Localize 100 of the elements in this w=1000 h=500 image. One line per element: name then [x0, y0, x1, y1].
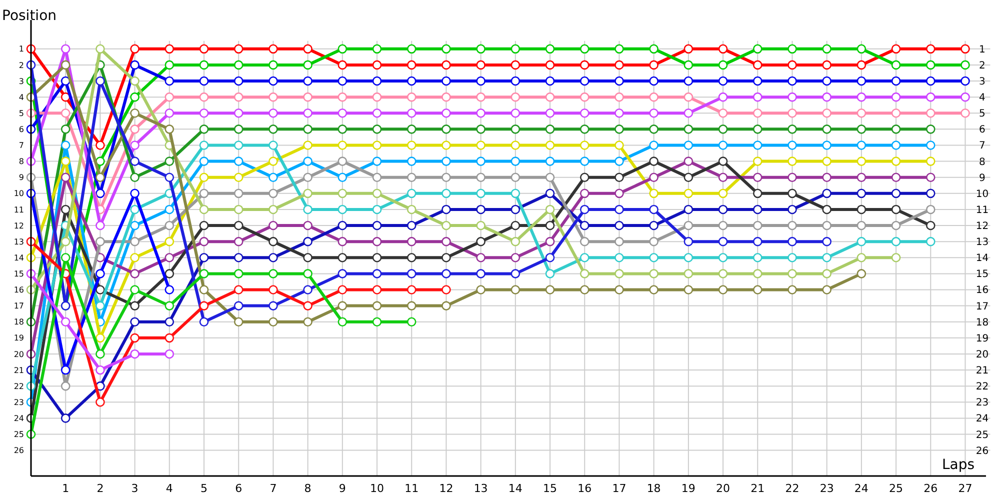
point — [372, 76, 382, 86]
y-tick-label: 18 — [14, 318, 24, 327]
point — [822, 76, 832, 86]
point — [442, 108, 451, 118]
point — [406, 156, 416, 166]
point — [684, 188, 694, 198]
point — [442, 44, 451, 54]
point — [510, 156, 520, 166]
point — [303, 140, 312, 150]
point — [338, 236, 348, 246]
point — [303, 44, 312, 54]
point — [338, 188, 348, 198]
point — [649, 285, 658, 294]
point — [60, 108, 70, 118]
y2-tick-label: 4 — [979, 92, 986, 104]
point — [372, 140, 382, 150]
point — [199, 60, 209, 70]
point — [164, 349, 174, 359]
point — [442, 156, 451, 166]
point — [580, 156, 590, 166]
point — [303, 236, 312, 246]
point — [510, 60, 520, 70]
point — [960, 60, 970, 70]
point — [684, 252, 694, 262]
point — [856, 269, 866, 278]
point — [234, 92, 244, 102]
point — [614, 220, 624, 230]
x-tick-label: 17 — [612, 482, 626, 495]
point — [510, 269, 520, 278]
point — [891, 236, 901, 246]
point — [856, 44, 866, 54]
point — [234, 188, 244, 198]
point — [406, 124, 416, 134]
point — [199, 108, 209, 118]
y-tick-label: 7 — [18, 141, 24, 150]
point — [580, 60, 590, 70]
x-tick-label: 8 — [304, 482, 312, 495]
point — [268, 301, 278, 310]
point — [268, 317, 278, 327]
point — [406, 60, 416, 70]
point — [406, 188, 416, 198]
point — [752, 124, 762, 134]
point — [926, 76, 936, 86]
point — [338, 301, 348, 310]
point — [788, 92, 797, 102]
point — [788, 44, 797, 54]
point — [649, 140, 658, 150]
point — [130, 333, 140, 343]
point — [338, 285, 348, 294]
point — [234, 285, 244, 294]
point — [545, 156, 555, 166]
point — [442, 301, 451, 310]
point — [406, 76, 416, 86]
point — [510, 108, 520, 118]
point — [822, 204, 832, 214]
point — [234, 301, 244, 310]
point — [338, 124, 348, 134]
y-tick-label: 3 — [18, 76, 24, 86]
point — [372, 285, 382, 294]
y-tick-label: 10 — [14, 189, 24, 198]
point — [926, 156, 936, 166]
point — [234, 269, 244, 278]
point — [164, 252, 174, 262]
point — [406, 317, 416, 327]
point — [338, 140, 348, 150]
point — [788, 108, 797, 118]
point — [545, 140, 555, 150]
x-tick-label: 16 — [578, 482, 592, 495]
y2-tick-label: 21 — [976, 366, 989, 377]
y2-tick-label: 23 — [976, 398, 989, 409]
point — [199, 220, 209, 230]
point — [406, 220, 416, 230]
point — [96, 44, 105, 54]
point — [891, 172, 901, 182]
point — [338, 252, 348, 262]
point — [545, 252, 555, 262]
point — [891, 60, 901, 70]
point — [199, 252, 209, 262]
point — [199, 204, 209, 214]
point — [649, 220, 658, 230]
point — [476, 285, 486, 294]
point — [234, 252, 244, 262]
point — [649, 92, 658, 102]
y2-tick-label: 5 — [979, 108, 986, 120]
point — [545, 44, 555, 54]
point — [268, 269, 278, 278]
point — [718, 236, 728, 246]
point — [614, 44, 624, 54]
point — [60, 414, 70, 423]
point — [649, 44, 658, 54]
point — [96, 333, 105, 343]
point — [442, 76, 451, 86]
point — [891, 76, 901, 86]
x-tick-label: 10 — [370, 482, 384, 495]
point — [649, 269, 658, 278]
point — [338, 220, 348, 230]
point — [303, 108, 312, 118]
point — [822, 269, 832, 278]
point — [510, 236, 520, 246]
y-tick-label: 13 — [14, 237, 24, 246]
